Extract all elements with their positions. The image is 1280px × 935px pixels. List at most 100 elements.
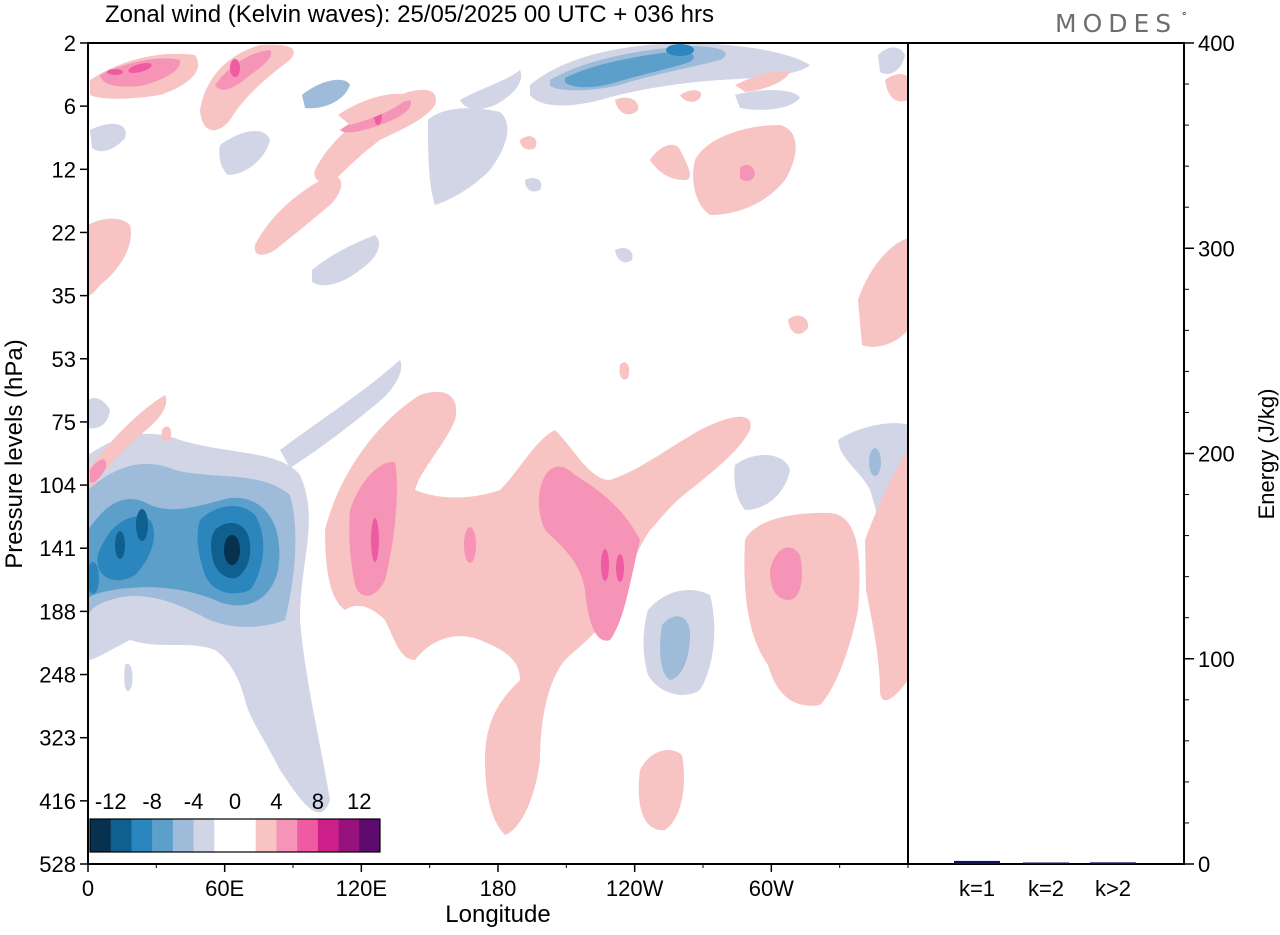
energy-category-label: k>2 bbox=[1095, 876, 1131, 901]
westerly-233w-inner-b bbox=[616, 554, 624, 582]
easterly-small-5 bbox=[460, 70, 522, 110]
westerly-upper-50e bbox=[200, 44, 294, 131]
energy-axis-label: Energy (J/kg) bbox=[1254, 389, 1279, 520]
westerly-12hpa-east-core bbox=[740, 164, 755, 182]
x-tick-label: 60W bbox=[749, 876, 794, 901]
y-axis: 2 6 12 22 35 53 75 104 141 188 248 323 416 528 bbox=[39, 31, 88, 877]
colorbar-swatch bbox=[317, 819, 339, 852]
colorbar-swatch bbox=[214, 819, 236, 852]
westerly-6hpa-center bbox=[338, 93, 410, 125]
energy-tick-label: 0 bbox=[1198, 852, 1210, 877]
westerly-upper-50e-3 bbox=[230, 59, 240, 77]
westerly-upper-80e bbox=[314, 89, 436, 182]
westerly-12hpa-180 bbox=[520, 136, 537, 150]
y-tick-label: 35 bbox=[52, 284, 76, 309]
y-tick-label: 104 bbox=[39, 473, 76, 498]
energy-bar bbox=[1090, 862, 1136, 864]
y-tick-label: 6 bbox=[64, 94, 76, 119]
y-tick-label: 416 bbox=[39, 789, 76, 814]
westerly-4hpa-300 bbox=[735, 70, 790, 92]
westerly-0-104 bbox=[88, 395, 167, 490]
easterly-core-0-inner bbox=[88, 562, 99, 594]
easterly-260w-188-inner bbox=[660, 616, 690, 680]
y-tick-label: 141 bbox=[39, 536, 76, 561]
westerly-6hpa-260 bbox=[680, 90, 701, 102]
y-tick-label: 75 bbox=[52, 410, 76, 435]
westerly-72w-416 bbox=[638, 750, 685, 831]
x-tick-label: 180 bbox=[480, 876, 517, 901]
westerly-233w-inner-a bbox=[601, 549, 609, 581]
colorbar-swatch bbox=[276, 819, 298, 852]
westerly-120e-inner bbox=[371, 518, 379, 562]
colorbar-swatch bbox=[255, 819, 277, 852]
westerly-east-edge-band bbox=[865, 450, 908, 701]
easterly-upper-240 bbox=[530, 43, 810, 106]
easterly-small-2 bbox=[90, 123, 126, 152]
easterly-small-3 bbox=[615, 248, 633, 263]
y-tick-label: 53 bbox=[52, 347, 76, 372]
westerly-12hpa-240 bbox=[650, 144, 690, 180]
colorbar-swatch bbox=[297, 819, 319, 852]
easterly-east-top bbox=[878, 47, 905, 75]
colorbar-label: -4 bbox=[184, 789, 204, 814]
colorbar-swatch bbox=[359, 819, 381, 852]
x-axis: 0 60E 120E 180 120W 60W bbox=[82, 864, 909, 901]
x-tick-label: 120W bbox=[606, 876, 664, 901]
westerly-6hpa-east bbox=[885, 74, 908, 102]
x-tick-label: 60E bbox=[205, 876, 244, 901]
y-tick-label: 22 bbox=[52, 220, 76, 245]
wind-field bbox=[88, 43, 908, 864]
westerly-upper-west-2 bbox=[100, 58, 181, 87]
westerly-0-22 bbox=[88, 218, 131, 296]
easterly-east-edge-4 bbox=[869, 448, 881, 476]
energy-bar bbox=[1023, 862, 1069, 864]
westerly-22hpa-west bbox=[254, 175, 342, 255]
westerly-180-blob bbox=[464, 527, 476, 563]
easterly-75hpa-ridge bbox=[280, 360, 402, 468]
colorbar-swatch bbox=[193, 819, 215, 852]
westerly-east-edge-35 bbox=[858, 238, 908, 347]
westerly-35hpa-300 bbox=[788, 315, 809, 334]
y-tick-label: 188 bbox=[39, 599, 76, 624]
colorbar-label: -8 bbox=[142, 789, 162, 814]
energy-tick-label: 200 bbox=[1198, 442, 1235, 467]
energy-tick-label: 300 bbox=[1198, 236, 1235, 261]
x-axis-label: Longitude bbox=[445, 901, 550, 928]
easterly-0-75hpa bbox=[88, 398, 110, 429]
energy-axis: 0 100 200 300 400 bbox=[1184, 31, 1235, 877]
westerly-6hpa-210 bbox=[615, 97, 639, 115]
colorbar-swatch bbox=[338, 819, 360, 852]
westerly-upper-west-3 bbox=[128, 63, 152, 73]
energy-tick-label: 100 bbox=[1198, 647, 1235, 672]
colorbar-swatch bbox=[172, 819, 194, 852]
brand-logo: MODES bbox=[1055, 9, 1177, 38]
colorbar-swatch bbox=[110, 819, 132, 852]
y-tick-label: 2 bbox=[64, 31, 76, 56]
westerly-main-band bbox=[325, 391, 751, 835]
brand-mark: ° bbox=[1182, 11, 1186, 23]
easterly-6hpa-west bbox=[219, 130, 270, 175]
easterly-core-10e-inner bbox=[115, 531, 125, 559]
westerly-upper-west-4 bbox=[107, 69, 123, 75]
energy-category-label: k=1 bbox=[959, 876, 995, 901]
energy-bar bbox=[954, 860, 1000, 864]
easterly-295w-104 bbox=[734, 454, 790, 510]
colorbar-frame bbox=[89, 818, 381, 853]
colorbar: -12 -8 -4 0 4 8 12 bbox=[89, 789, 381, 853]
easterly-4hpa-west bbox=[302, 79, 350, 109]
easterly-mid-upper bbox=[428, 108, 508, 205]
y-tick-label: 248 bbox=[39, 663, 76, 688]
y-axis-label: Pressure levels (hPa) bbox=[1, 339, 28, 568]
energy-bars: k=1 k=2 k>2 bbox=[954, 860, 1136, 901]
westerly-regions bbox=[88, 44, 908, 835]
energy-category-label: k=2 bbox=[1028, 876, 1064, 901]
easterly-upper-240-3 bbox=[565, 51, 694, 88]
easterly-22hpa bbox=[312, 235, 380, 286]
chart-title: Zonal wind (Kelvin waves): 25/05/2025 00… bbox=[105, 1, 714, 28]
westerly-upper-50e-2 bbox=[215, 50, 272, 90]
westerly-60w-core bbox=[770, 547, 802, 600]
westerly-75hpa-45e bbox=[161, 426, 172, 443]
y-tick-label: 528 bbox=[39, 852, 76, 877]
